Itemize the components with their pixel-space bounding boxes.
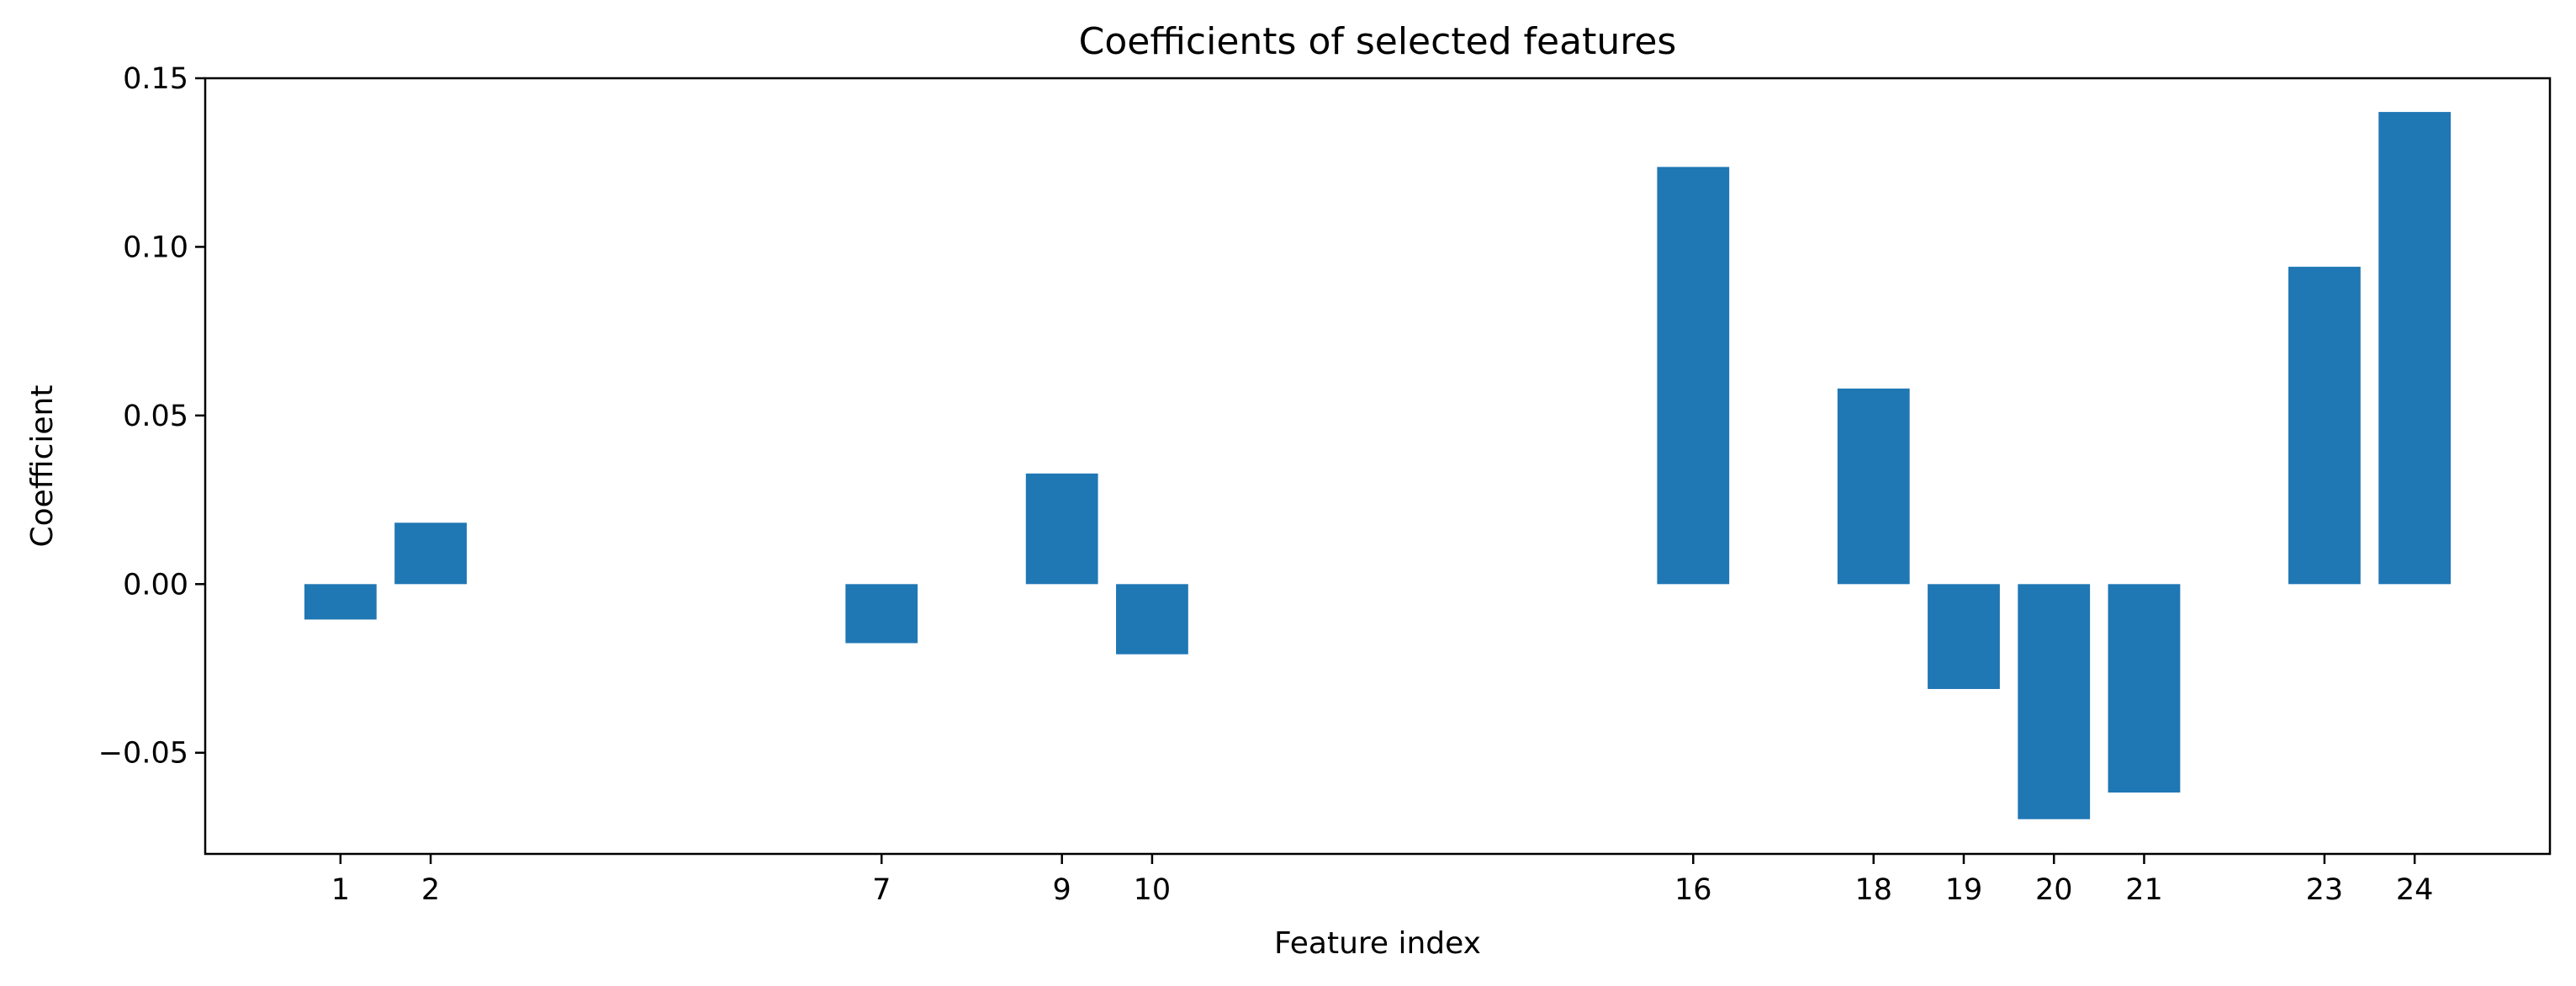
bar-feature-10 bbox=[1116, 584, 1188, 655]
x-tick-label: 1 bbox=[331, 873, 350, 907]
bar-feature-9 bbox=[1025, 473, 1098, 585]
x-axis-ticks: 1 2 7 9 10 16 18 19 20 21 23 24 bbox=[331, 854, 2434, 907]
x-axis-label: Feature index bbox=[1274, 926, 1481, 961]
x-tick-label: 18 bbox=[1854, 873, 1892, 907]
chart-title: Coefficients of selected features bbox=[1079, 20, 1677, 63]
y-axis-label: Coefficient bbox=[25, 385, 60, 548]
x-tick-label: 16 bbox=[1674, 873, 1712, 907]
x-tick-label: 23 bbox=[2306, 873, 2344, 907]
x-tick-label: 2 bbox=[421, 873, 440, 907]
bar-feature-16 bbox=[1657, 167, 1730, 585]
bar-feature-19 bbox=[1928, 584, 2000, 689]
bar-feature-21 bbox=[2108, 584, 2181, 793]
x-tick-label: 21 bbox=[2125, 873, 2163, 907]
plot-frame bbox=[204, 77, 2552, 856]
x-tick-label: 24 bbox=[2396, 873, 2434, 907]
x-tick-label: 7 bbox=[872, 873, 891, 907]
y-tick-label: −0.05 bbox=[98, 737, 188, 771]
y-tick-label: 0.05 bbox=[123, 400, 188, 433]
y-tick-label: 0.15 bbox=[123, 62, 188, 96]
y-tick-label: 0.10 bbox=[123, 231, 188, 264]
x-tick-label: 19 bbox=[1945, 873, 1983, 907]
bar-feature-1 bbox=[304, 584, 377, 620]
bar-feature-18 bbox=[1837, 388, 1910, 585]
bars-group bbox=[304, 112, 2452, 819]
x-tick-label: 20 bbox=[2035, 873, 2073, 907]
bar-feature-20 bbox=[2018, 584, 2091, 819]
y-axis-ticks: −0.05 0.00 0.05 0.10 0.15 bbox=[98, 62, 205, 771]
bar-feature-23 bbox=[2288, 267, 2361, 585]
y-tick-label: 0.00 bbox=[123, 568, 188, 602]
bar-feature-2 bbox=[394, 522, 467, 585]
bar-feature-24 bbox=[2378, 112, 2452, 585]
bar-feature-7 bbox=[845, 584, 918, 644]
x-tick-label: 9 bbox=[1053, 873, 1071, 907]
x-tick-label: 10 bbox=[1134, 873, 1172, 907]
